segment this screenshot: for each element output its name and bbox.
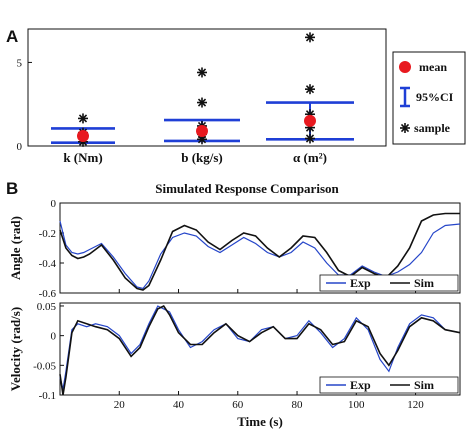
sample-point-stroke [197, 98, 207, 107]
xtick-label: 100 [348, 399, 365, 411]
legend-sample-marker-stroke [400, 123, 410, 133]
mean-point [196, 124, 208, 137]
sample-point [305, 32, 315, 43]
xtick-label: 80 [292, 399, 304, 411]
velocity-subplot: 0.05 0 -0.05 -0.1 20 40 60 80 100 120 Exp Sim [33, 301, 461, 411]
legend-mean-label: mean [419, 60, 447, 74]
subplot-legend-box [319, 274, 459, 292]
ytick-label: -0.4 [39, 258, 57, 270]
sample-point [197, 67, 207, 78]
panel-a-axes-frame [27, 28, 387, 147]
series-line-sim [59, 304, 461, 396]
xtick-label: 120 [407, 399, 424, 411]
angle-axes-frame [59, 202, 461, 294]
category-label: α (m²) [293, 150, 327, 165]
xtick-label: 40 [173, 399, 185, 411]
panel-a-ytick-label: 5 [17, 57, 23, 69]
series-line-exp [59, 305, 461, 390]
panel-a-chart: 0 5 k (Nm) b (kg/s) α (m²) [17, 28, 387, 165]
angle-ylabel: Angle (rad) [8, 216, 23, 280]
sample-point-stroke [305, 134, 315, 143]
velocity-ylabel: Velocity (rad/s) [8, 307, 23, 391]
angle-subplot: 0 -0.2 -0.4 -0.6 Exp Sim [39, 198, 461, 300]
sample-point [305, 84, 315, 95]
legend-exp-label: Exp [350, 276, 371, 290]
ytick-label: -0.2 [39, 228, 56, 240]
panel-a-ytick-label: 0 [17, 141, 23, 153]
legend-sample-label: sample [414, 121, 451, 135]
legend-exp-label: Exp [350, 378, 371, 392]
ytick-label: 0 [51, 198, 57, 210]
category-label: k (Nm) [63, 150, 102, 165]
sample-point [305, 133, 315, 144]
ytick-label: -0.1 [39, 390, 56, 402]
ytick-label: 0 [51, 331, 57, 343]
ytick-label: -0.6 [39, 288, 57, 300]
sample-point-stroke [197, 68, 207, 77]
panel-a-legend: mean 95%CI sample [392, 51, 466, 145]
legend-sample-marker [400, 123, 410, 133]
sample-point-stroke [78, 114, 88, 123]
xtick-label: 20 [114, 399, 126, 411]
mean-point [304, 114, 316, 127]
sample-point [197, 97, 207, 108]
sample-point-stroke [305, 33, 315, 42]
xtick-label: 60 [232, 399, 244, 411]
legend-mean-marker [399, 61, 411, 73]
velocity-axes-frame [59, 302, 461, 396]
panel-b-label: B [6, 179, 18, 198]
ytick-label: 0.05 [37, 301, 57, 313]
mean-point [77, 129, 89, 142]
category-label: b (kg/s) [181, 150, 223, 165]
subplot-legend-box [319, 376, 459, 394]
legend-sim-label: Sim [414, 378, 434, 392]
time-xlabel: Time (s) [237, 414, 283, 429]
panel-b-title: Simulated Response Comparison [155, 181, 339, 196]
sample-point-stroke [305, 85, 315, 94]
sample-point [78, 113, 88, 124]
panel-a-label: A [6, 27, 18, 46]
legend-ci-label: 95%CI [416, 90, 454, 104]
ytick-label: -0.05 [33, 360, 56, 372]
legend-sim-label: Sim [414, 276, 434, 290]
